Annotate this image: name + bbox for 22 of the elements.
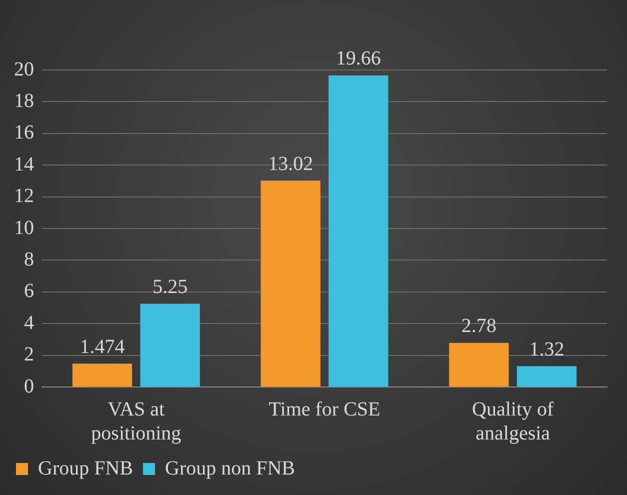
data-label: 13.02 bbox=[268, 152, 314, 175]
y-tick-label: 20 bbox=[14, 58, 34, 80]
data-label: 19.66 bbox=[336, 48, 381, 70]
x-tick-label: Quality of analgesia bbox=[472, 398, 554, 444]
data-label: 5.25 bbox=[152, 276, 188, 298]
data-label: 1.32 bbox=[529, 338, 564, 360]
y-tick-label: 12 bbox=[14, 185, 34, 208]
y-tick-label: 16 bbox=[14, 122, 34, 144]
y-tick-label: 14 bbox=[14, 153, 34, 176]
y-tick-label: 6 bbox=[24, 280, 34, 302]
x-tick-label: VAS at positioning bbox=[91, 398, 182, 444]
y-tick-label: 4 bbox=[24, 312, 34, 334]
y-tick-label: 0 bbox=[24, 375, 34, 398]
y-tick-label: 18 bbox=[14, 90, 34, 112]
y-tick-label: 10 bbox=[14, 216, 34, 239]
y-tick-label: 2 bbox=[24, 344, 34, 366]
y-tick-label: 8 bbox=[24, 248, 34, 270]
data-label: 1.474 bbox=[80, 336, 125, 358]
legend-label: Group FNB bbox=[38, 457, 134, 480]
legend-label: Group non FNB bbox=[165, 457, 296, 480]
data-label: 2.78 bbox=[461, 315, 496, 338]
x-tick-label: Time for CSE bbox=[268, 398, 380, 420]
